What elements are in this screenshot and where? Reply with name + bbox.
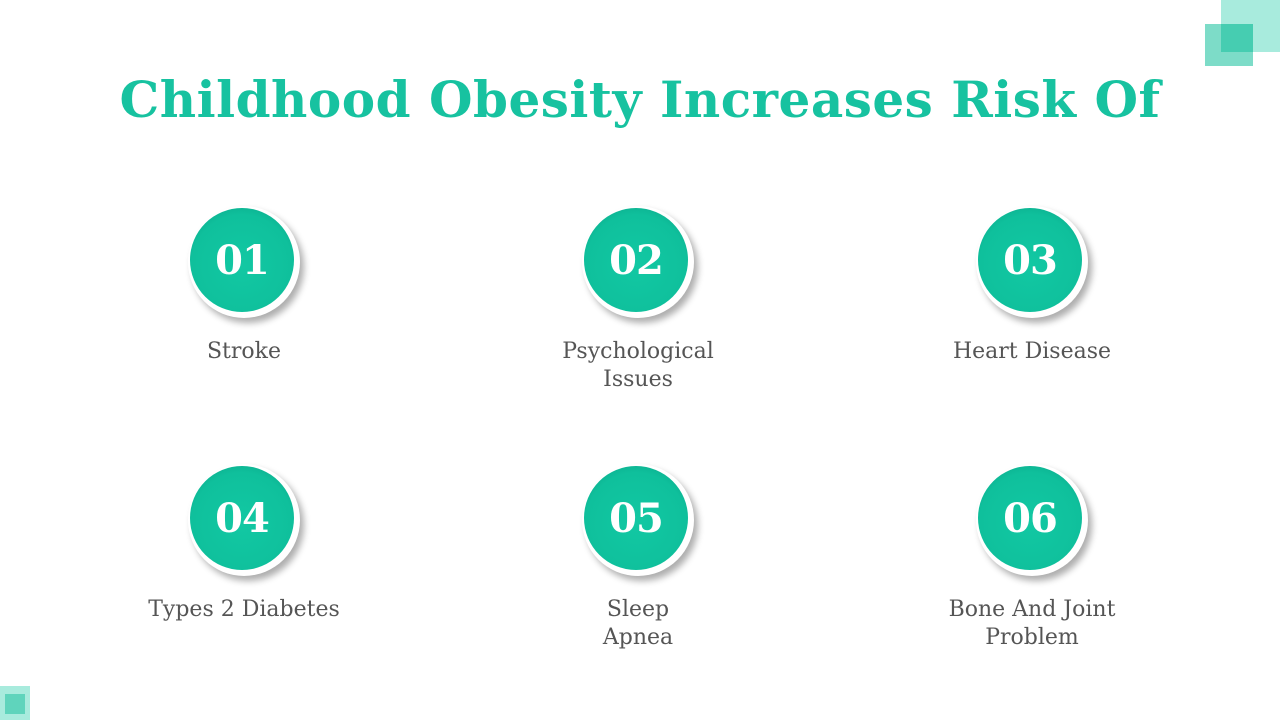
risk-label: Heart Disease <box>952 339 1112 364</box>
number-badge-text: 01 <box>190 208 294 312</box>
corner-decoration-square <box>1221 24 1253 52</box>
number-badge-text: 05 <box>584 466 688 570</box>
risk-item-5: 05 Sleep Apnea <box>488 464 788 652</box>
number-badge-text: 04 <box>190 466 294 570</box>
risk-label: Sleep Apnea <box>602 597 674 650</box>
risk-label: Bone And Joint Problem <box>948 597 1116 650</box>
number-badge: 01 <box>188 206 300 318</box>
risk-item-3: 03 Heart Disease <box>882 206 1182 366</box>
number-badge-text: 03 <box>978 208 1082 312</box>
number-badge-text: 02 <box>584 208 688 312</box>
number-badge: 05 <box>582 464 694 576</box>
risk-item-1: 01 Stroke <box>94 206 394 366</box>
risk-label: Psychological Issues <box>562 339 714 392</box>
number-badge: 04 <box>188 464 300 576</box>
risk-label: Stroke <box>206 339 282 364</box>
number-badge: 03 <box>976 206 1088 318</box>
number-badge-text: 06 <box>978 466 1082 570</box>
corner-decoration-square <box>5 694 25 714</box>
risk-label: Types 2 Diabetes <box>148 597 340 622</box>
risk-item-6: 06 Bone And Joint Problem <box>882 464 1182 652</box>
slide-title: Childhood Obesity Increases Risk Of <box>119 70 1161 129</box>
number-badge: 02 <box>582 206 694 318</box>
number-badge: 06 <box>976 464 1088 576</box>
risk-item-2: 02 Psychological Issues <box>488 206 788 394</box>
risk-item-4: 04 Types 2 Diabetes <box>94 464 394 624</box>
